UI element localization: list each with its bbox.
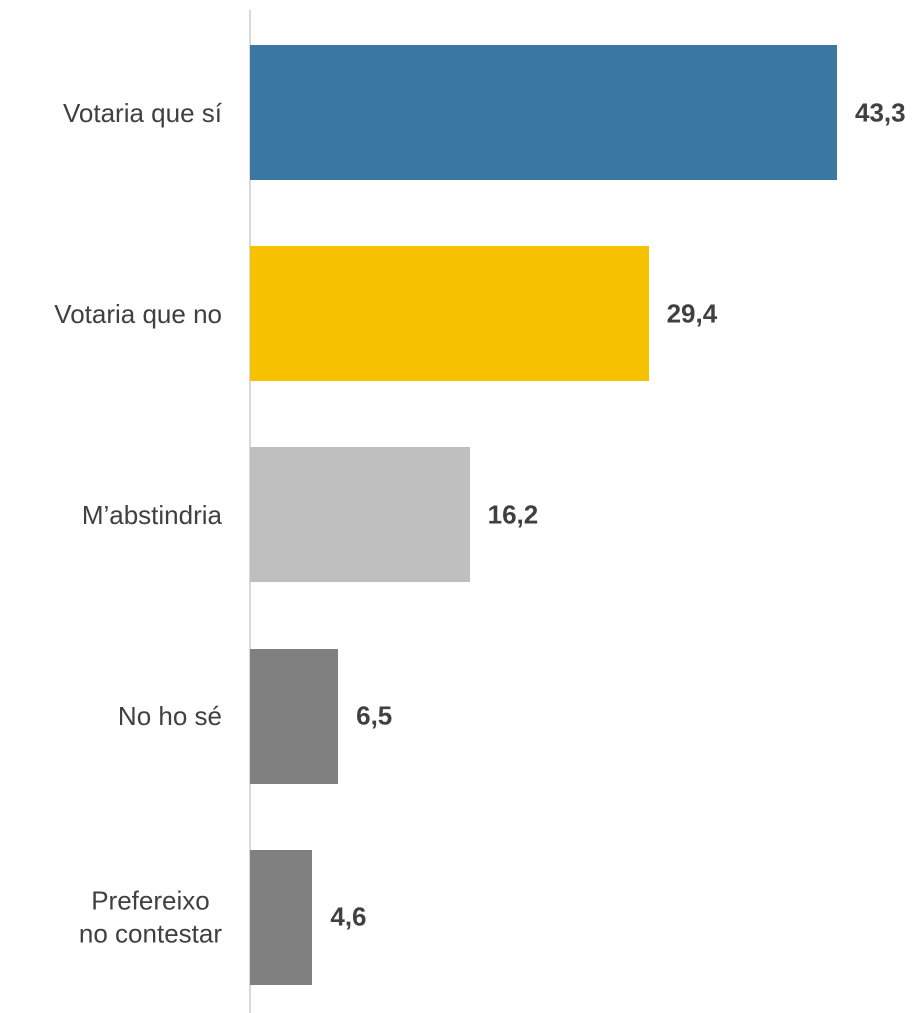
category-text: Votaria que no [54,298,222,329]
category-label: Prefereixo no contestar [0,885,222,950]
category-text: Votaria que sí [63,97,222,128]
bar [250,447,470,583]
category-text: Prefereixo no contestar [78,885,222,949]
category-label: Votaria que no [0,297,222,330]
category-label: No ho sé [0,700,222,733]
category-text: No ho sé [117,700,222,731]
value-label: 16,2 [487,499,539,530]
value-label: 6,5 [356,700,393,731]
value-label: 43,3 [855,97,906,127]
value-label: 29,4 [666,298,718,329]
bar [250,45,837,180]
bar [250,849,313,985]
value-label: 4,6 [330,901,367,932]
category-label: M’abstindria [0,499,222,532]
category-label: Votaria que sí [0,96,222,129]
bar [250,246,649,382]
category-text: M’abstindria [81,499,222,530]
bar [250,648,339,784]
